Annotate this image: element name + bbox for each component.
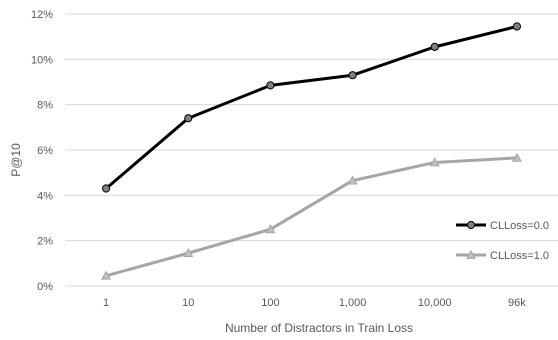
series-2 xyxy=(101,152,522,280)
data-point xyxy=(184,114,193,123)
legend-marker xyxy=(465,249,477,259)
y-tick-label: 0% xyxy=(37,281,53,293)
y-tick-label: 8% xyxy=(37,100,53,112)
y-tick-label: 6% xyxy=(37,145,53,157)
x-axis-title: Number of Distractors in Train Loss xyxy=(225,321,413,335)
data-point xyxy=(429,157,440,167)
data-point xyxy=(266,81,275,90)
data-point xyxy=(348,71,357,80)
data-point xyxy=(101,184,111,193)
data-point xyxy=(430,42,439,51)
series-line xyxy=(105,25,518,190)
data-point xyxy=(265,224,276,234)
y-axis-title: P@10 xyxy=(9,143,23,177)
x-tick-label: 96k xyxy=(508,297,526,309)
legend-marker xyxy=(466,220,476,230)
x-tick-label: 10 xyxy=(182,297,194,309)
series-1 xyxy=(101,22,522,193)
y-tick-label: 2% xyxy=(37,236,53,248)
series-layer xyxy=(101,22,522,280)
data-point xyxy=(101,270,112,280)
y-tick-label: 4% xyxy=(37,190,53,202)
data-point xyxy=(183,247,194,257)
x-tick-label: 100 xyxy=(261,297,279,309)
x-tick-label: 10,000 xyxy=(418,297,452,309)
data-point xyxy=(512,22,522,31)
x-tick-label: 1 xyxy=(103,297,109,309)
x-tick-labels: 1 10 100 1,000 10,000 96k xyxy=(103,297,526,309)
y-tick-label: 10% xyxy=(31,54,53,66)
series-line xyxy=(105,156,517,278)
legend-label: CLLoss=1.0 xyxy=(490,250,549,262)
data-point xyxy=(347,175,358,185)
gridlines xyxy=(65,13,558,287)
y-tick-label: 12% xyxy=(31,9,53,21)
x-tick-label: 1,000 xyxy=(339,297,367,309)
legend-label: CLLoss=0.0 xyxy=(490,220,549,232)
y-tick-labels: 0% 2% 4% 6% 8% 10% 12% xyxy=(31,9,53,293)
legend: CLLoss=0.0 CLLoss=1.0 xyxy=(456,220,549,262)
data-point xyxy=(511,152,522,162)
